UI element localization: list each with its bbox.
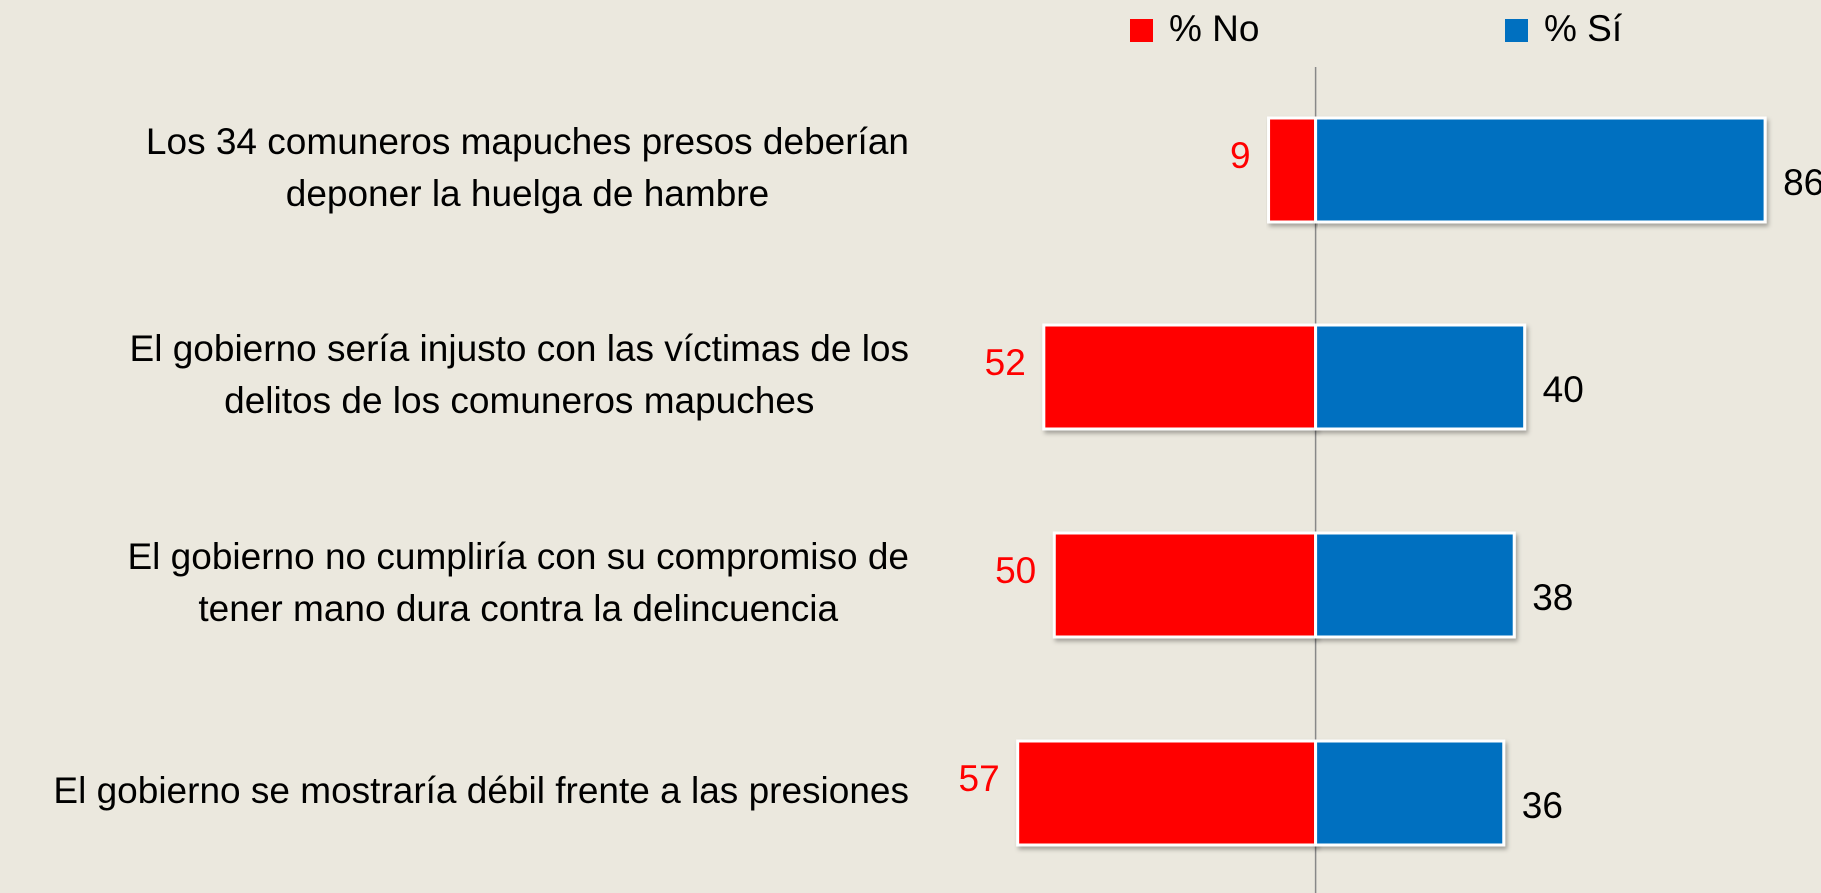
legend-label: % Sí [1544, 8, 1623, 49]
value-label: 9 [1230, 135, 1251, 176]
bar [1052, 531, 1318, 639]
legend-label: % No [1169, 8, 1259, 49]
legend-swatch [1130, 19, 1153, 42]
category-line: El gobierno no cumpliría con su compromi… [128, 536, 910, 577]
category-line: tener mano dura contra la delincuencia [198, 588, 838, 629]
category-line: Los 34 comuneros mapuches presos debería… [146, 121, 909, 162]
category-line: deponer la huelga de hambre [286, 173, 769, 214]
category-label: El gobierno se mostraría débil frente a … [53, 770, 909, 811]
value-label: 50 [995, 550, 1036, 591]
bar [1314, 116, 1767, 224]
value-label: 86 [1783, 162, 1821, 203]
category-label: Los 34 comuneros mapuches presos debería… [146, 121, 909, 214]
value-label: 57 [959, 758, 1000, 799]
bar [1314, 739, 1506, 847]
category-line: delitos de los comuneros mapuches [224, 380, 814, 421]
value-label: 36 [1522, 785, 1563, 826]
value-label: 40 [1543, 369, 1584, 410]
category-label: El gobierno no cumpliría con su compromi… [128, 536, 910, 629]
bar [1314, 323, 1527, 431]
bar [1267, 116, 1318, 224]
value-label: 52 [985, 342, 1026, 383]
legend-swatch [1505, 19, 1528, 42]
bar [1016, 739, 1318, 847]
bar [1042, 323, 1318, 431]
category-label: El gobierno sería injusto con las víctim… [130, 328, 909, 421]
category-line: El gobierno se mostraría débil frente a … [53, 770, 909, 811]
value-label: 38 [1532, 577, 1573, 618]
category-line: El gobierno sería injusto con las víctim… [130, 328, 909, 369]
bar [1314, 531, 1516, 639]
